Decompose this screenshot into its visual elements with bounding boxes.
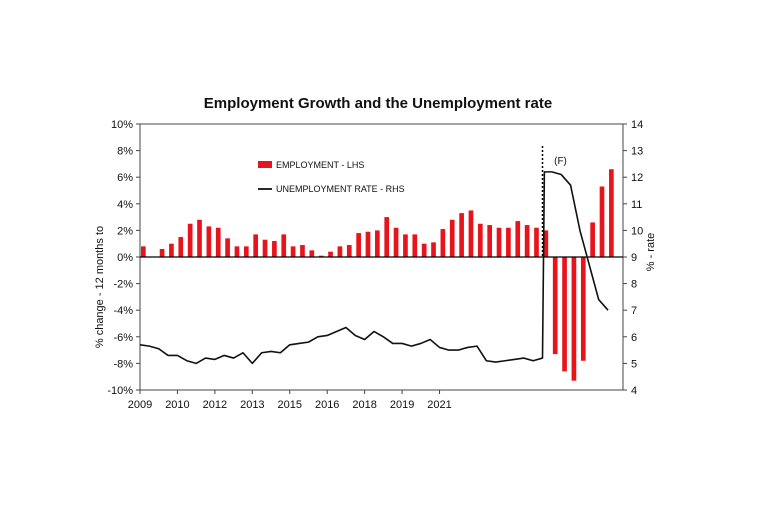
x-tick-label: 2016: [315, 399, 339, 411]
y-right-tick-label: 14: [631, 119, 643, 131]
employment-bar: [393, 227, 399, 257]
y-right-tick-label: 11: [631, 199, 642, 211]
employment-bar: [552, 257, 558, 355]
x-tick-label: 2019: [390, 399, 414, 411]
employment-bar: [197, 219, 202, 257]
y-left-tick-label: 6%: [117, 172, 133, 184]
employment-bar: [215, 227, 221, 257]
employment-bar: [534, 227, 539, 257]
employment-bar: [543, 230, 549, 257]
y-left-axis-label: % change - 12 months to: [94, 226, 106, 348]
employment-bar: [421, 243, 427, 257]
y-right-tick-label: 12: [631, 172, 643, 184]
employment-bar: [580, 257, 586, 361]
employment-bar: [487, 225, 493, 257]
y-right-tick-label: 6: [631, 332, 637, 344]
employment-bar: [515, 221, 521, 257]
y-left-tick-label: 2%: [117, 225, 133, 237]
y-right-tick-label: 4: [631, 385, 637, 397]
y-left-tick-label: 4%: [117, 199, 133, 211]
y-left-tick-label: -10%: [107, 385, 133, 397]
y-right-tick-label: 8: [631, 279, 637, 291]
employment-bar: [253, 234, 259, 257]
legend-label-unemployment: UNEMPLOYMENT RATE - RHS: [276, 184, 405, 194]
y-right-axis-label: % - rate: [645, 233, 657, 272]
employment-bar: [459, 213, 464, 257]
employment-bar: [318, 255, 324, 257]
unemployment-line: [139, 171, 609, 365]
x-tick-label: 2013: [240, 399, 264, 411]
y-left-tick-label: -8%: [113, 358, 133, 370]
employment-bar: [337, 246, 343, 257]
employment-bar: [225, 238, 230, 257]
employment-bar: [178, 237, 184, 257]
forecast-label: (F): [554, 156, 567, 167]
employment-bar: [309, 250, 315, 257]
employment-bar: [384, 217, 390, 257]
employment-bar: [524, 225, 530, 257]
employment-bar: [599, 186, 605, 257]
employment-bar: [571, 257, 577, 381]
x-tick-label: 2018: [352, 399, 376, 411]
chart-title: Employment Growth and the Unemployment r…: [204, 95, 552, 112]
employment-bar: [496, 227, 502, 257]
employment-bar: [290, 246, 296, 257]
employment-bar: [431, 242, 436, 257]
employment-bar: [365, 231, 371, 257]
employment-bar: [412, 234, 418, 257]
employment-bar: [328, 251, 333, 257]
employment-bar: [187, 223, 193, 257]
employment-bar: [506, 227, 511, 257]
employment-bar: [262, 239, 268, 257]
employment-bar: [477, 223, 483, 257]
x-tick-label: 2009: [128, 399, 152, 411]
employment-bar: [243, 246, 249, 257]
y-left-tick-label: 0%: [117, 252, 133, 264]
employment-bar: [375, 230, 380, 257]
plot-area: 10% 8% 6% 4% 2% 0% -2% -4% -6% -8% -10% 14 13 12 11 10 9…: [94, 119, 657, 411]
y-right-tick-label: 7: [631, 305, 637, 317]
employment-bar: [403, 234, 408, 257]
employment-bar: [440, 229, 446, 257]
y-left-tick-label: 8%: [117, 146, 133, 158]
employment-bar: [449, 219, 455, 257]
x-tick-label: 2012: [203, 399, 227, 411]
y-left-tick-label: 10%: [111, 119, 133, 131]
employment-bar: [590, 222, 595, 257]
x-tick-label: 2015: [278, 399, 302, 411]
employment-bar: [272, 241, 277, 257]
x-tick-label: 2021: [427, 399, 451, 411]
employment-bar: [300, 245, 305, 257]
employment-bar: [356, 233, 361, 257]
legend-label-employment: EMPLOYMENT - LHS: [276, 160, 364, 170]
employment-bar: [346, 245, 352, 257]
employment-bar: [234, 246, 240, 257]
employment-bar: [169, 243, 174, 257]
employment-bar: [609, 169, 614, 257]
legend-swatch-employment: [258, 161, 272, 168]
employment-bar: [562, 257, 567, 372]
y-left-tick-label: -4%: [113, 305, 133, 317]
y-left-tick-label: -6%: [113, 332, 133, 344]
y-right-tick-label: 10: [631, 225, 643, 237]
employment-bar: [468, 210, 474, 257]
employment-bar: [159, 249, 165, 257]
y-left-tick-label: -2%: [113, 279, 133, 291]
x-tick-label: 2010: [165, 399, 189, 411]
employment-bar: [281, 234, 287, 257]
employment-bar: [206, 226, 212, 257]
y-right-tick-label: 13: [631, 146, 643, 158]
y-right-tick-label: 5: [631, 358, 637, 370]
y-right-tick-label: 9: [631, 252, 637, 264]
employment-bar: [141, 246, 146, 257]
